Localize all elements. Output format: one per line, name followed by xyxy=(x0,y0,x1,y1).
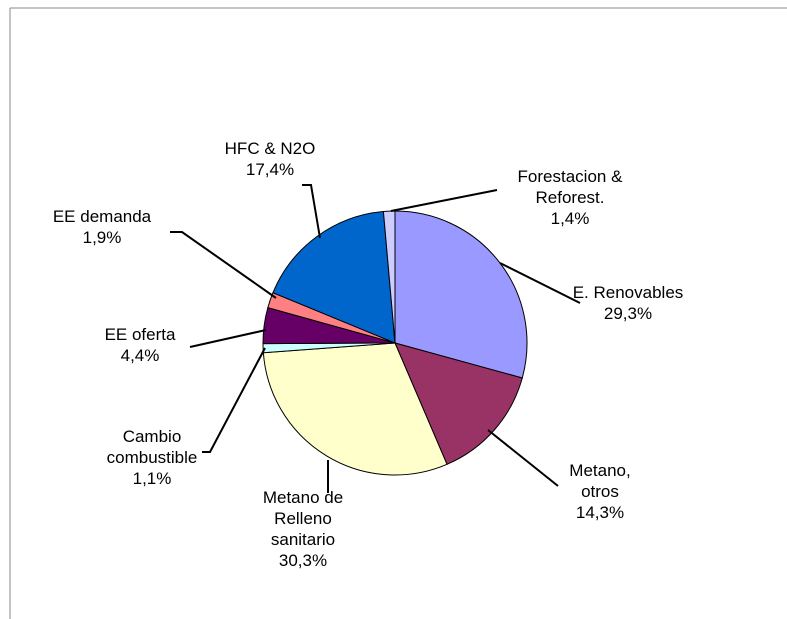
slice-label: Metano, otros xyxy=(569,461,630,501)
pie-slice xyxy=(262,342,448,476)
value-label: 30,3% xyxy=(279,551,327,570)
leader-line xyxy=(202,347,266,453)
slice-label: Forestacion & Reforest. xyxy=(518,167,624,207)
value-label: 1,1% xyxy=(133,469,172,488)
slice-label: EE demanda xyxy=(53,207,152,226)
slice-label: EE oferta xyxy=(105,325,176,344)
slice-label: HFC & N2O xyxy=(225,139,316,158)
leader-line xyxy=(487,429,559,487)
slice-label: Metano de Relleno sanitario xyxy=(263,488,343,549)
leader-line xyxy=(189,329,267,348)
leader-line xyxy=(499,262,581,304)
value-label: 1,4% xyxy=(551,209,590,228)
value-label: 17,4% xyxy=(246,160,294,179)
leader-line xyxy=(302,184,321,239)
value-label: 4,4% xyxy=(121,346,160,365)
slice-label: Cambio combustible xyxy=(107,427,198,467)
leader-line xyxy=(390,189,498,212)
pie-slice xyxy=(394,210,528,379)
leader-line xyxy=(170,231,277,299)
value-label: 1,9% xyxy=(83,228,122,247)
pie-slice xyxy=(394,342,523,465)
value-label: 14,3% xyxy=(576,503,624,522)
value-label: 29,3% xyxy=(604,304,652,323)
slice-label: E. Renovables xyxy=(573,283,684,302)
pie-slice xyxy=(272,210,396,344)
